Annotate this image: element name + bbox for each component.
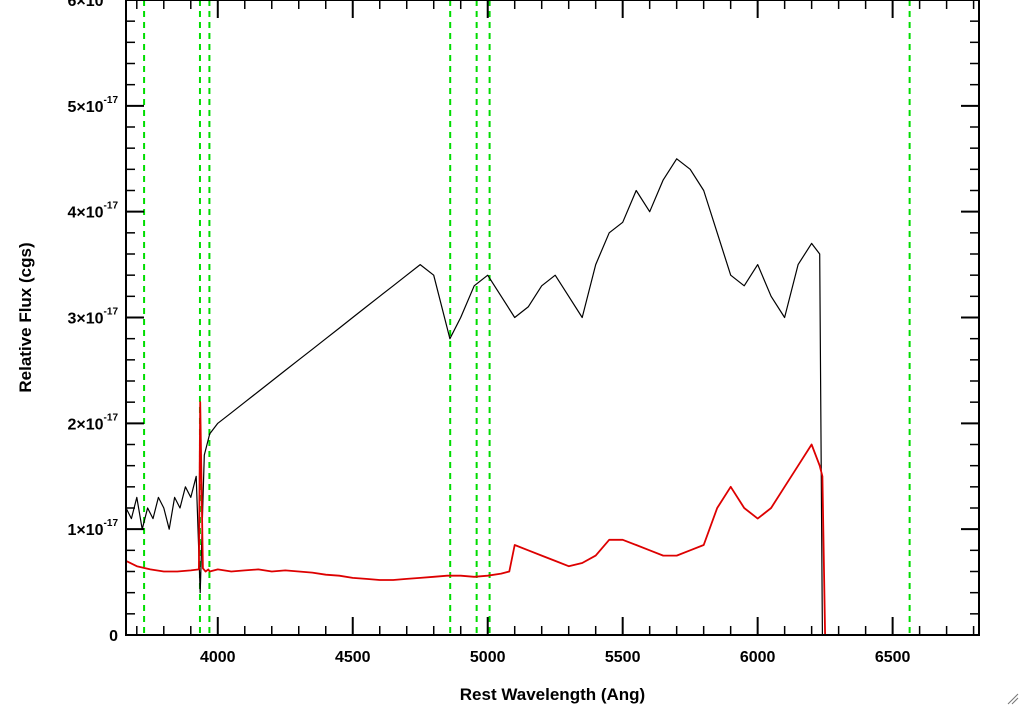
x-tick-label: 6500 (875, 649, 911, 666)
reference-lines (143, 0, 911, 635)
flux-series-line (125, 158, 823, 636)
y-tick-label: 6×10-17 (68, 0, 119, 10)
y-tick-label: 5×10-17 (68, 95, 119, 116)
y-tick-label: 1×10-17 (68, 518, 119, 539)
x-tick-label: 4500 (335, 649, 371, 666)
error-series-line (125, 401, 979, 636)
y-tick-label: 4×10-17 (68, 201, 119, 222)
y-axis-title: Relative Flux (cgs) (16, 242, 35, 392)
plot-frame (125, 0, 980, 636)
x-tick-label: 4000 (200, 649, 236, 666)
series-layer (125, 158, 979, 636)
x-axis-title: Rest Wavelength (Ang) (460, 685, 645, 704)
resize-grip-icon (1007, 693, 1019, 705)
y-tick-label: 0 (109, 628, 118, 645)
x-tick-label: 6000 (740, 649, 776, 666)
x-axis: 4000 4500 5000 5500 6000 6500 (136, 0, 975, 666)
x-tick-label: 5000 (470, 649, 506, 666)
y-tick-label: 2×10-17 (68, 412, 119, 433)
y-tick-label: 3×10-17 (68, 307, 119, 328)
y-axis: 0 1×10-17 2×10-17 3×10-17 4×10-17 5×10-17 6×10… (68, 0, 979, 645)
x-tick-label: 5500 (605, 649, 641, 666)
